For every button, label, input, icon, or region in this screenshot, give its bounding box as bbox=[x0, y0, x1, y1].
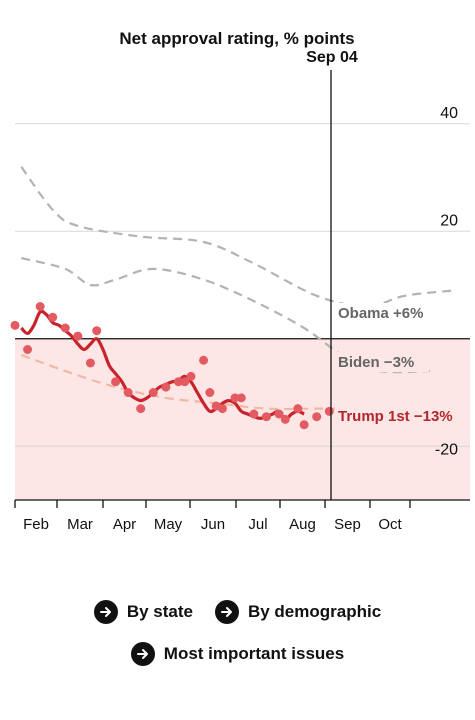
series-annotation-trump-1st: Trump 1st −13% bbox=[338, 408, 453, 425]
most-important-issues-link[interactable]: Most important issues bbox=[130, 642, 345, 666]
x-tick-label: Jun bbox=[201, 516, 225, 533]
poll-point bbox=[148, 388, 158, 397]
poll-point bbox=[280, 414, 290, 424]
poll-point bbox=[312, 412, 322, 422]
most-important-issues-label: Most important issues bbox=[163, 644, 345, 663]
series-annotation-biden: Biden −3% bbox=[338, 354, 414, 371]
poll-point bbox=[92, 326, 102, 336]
poll-point bbox=[274, 409, 284, 419]
x-tick-label: Apr bbox=[113, 516, 136, 533]
arrow-right-icon bbox=[93, 600, 118, 624]
poll-point bbox=[324, 406, 334, 416]
current-date-label: Sep 04 bbox=[306, 49, 358, 66]
x-tick-label: Sep bbox=[334, 516, 361, 533]
poll-point bbox=[173, 377, 183, 387]
poll-point bbox=[261, 412, 271, 422]
poll-point bbox=[123, 388, 133, 397]
series-line-obama bbox=[20, 166, 456, 308]
by-state-label: By state bbox=[126, 602, 193, 621]
poll-point bbox=[35, 302, 45, 311]
arrow-right-icon bbox=[214, 600, 239, 624]
series-annotation-obama: Obama +6% bbox=[338, 305, 423, 322]
by-state-link[interactable]: By state bbox=[93, 600, 193, 624]
poll-point bbox=[205, 388, 215, 397]
by-demographic-label: By demographic bbox=[247, 602, 382, 621]
link-row-bottom: Most important issues bbox=[0, 642, 475, 666]
x-tick-label: Feb bbox=[23, 516, 49, 533]
y-tick-label: 20 bbox=[440, 212, 458, 229]
annotation-background bbox=[335, 352, 429, 372]
arrow-right-icon bbox=[130, 642, 155, 666]
poll-point bbox=[180, 377, 190, 387]
poll-point bbox=[299, 420, 309, 430]
annotation-background bbox=[335, 303, 429, 323]
x-tick-label: Mar bbox=[67, 516, 93, 533]
link-section: By state By demographic Most important i… bbox=[0, 600, 475, 684]
poll-point bbox=[199, 355, 209, 365]
x-tick-label: May bbox=[154, 516, 183, 533]
poll-point bbox=[23, 345, 33, 354]
poll-point bbox=[249, 409, 259, 419]
poll-point bbox=[85, 358, 95, 368]
series-line-trump-1st bbox=[20, 353, 367, 411]
poll-point bbox=[10, 320, 20, 330]
by-demographic-link[interactable]: By demographic bbox=[214, 600, 382, 624]
poll-point bbox=[230, 393, 240, 403]
poll-point bbox=[136, 404, 146, 414]
x-tick-label: Jul bbox=[248, 516, 267, 533]
poll-point bbox=[60, 323, 70, 333]
poll-point bbox=[111, 377, 121, 387]
x-tick-label: Aug bbox=[289, 516, 316, 533]
poll-point bbox=[73, 331, 83, 341]
x-tick-label: Oct bbox=[378, 516, 402, 533]
poll-point bbox=[48, 312, 58, 322]
poll-point bbox=[217, 404, 227, 414]
y-tick-label: -20 bbox=[435, 441, 458, 458]
poll-point bbox=[293, 404, 303, 414]
link-row-top: By state By demographic bbox=[0, 600, 475, 624]
annotation-background bbox=[335, 406, 453, 426]
approval-chart: Net approval rating, % points 40 20 -20 Feb… bbox=[10, 29, 470, 533]
y-tick-label: 40 bbox=[440, 105, 458, 122]
chart-title: Net approval rating, % points bbox=[119, 29, 354, 48]
poll-point bbox=[186, 371, 196, 381]
poll-point bbox=[236, 393, 246, 403]
poll-point bbox=[161, 382, 171, 392]
